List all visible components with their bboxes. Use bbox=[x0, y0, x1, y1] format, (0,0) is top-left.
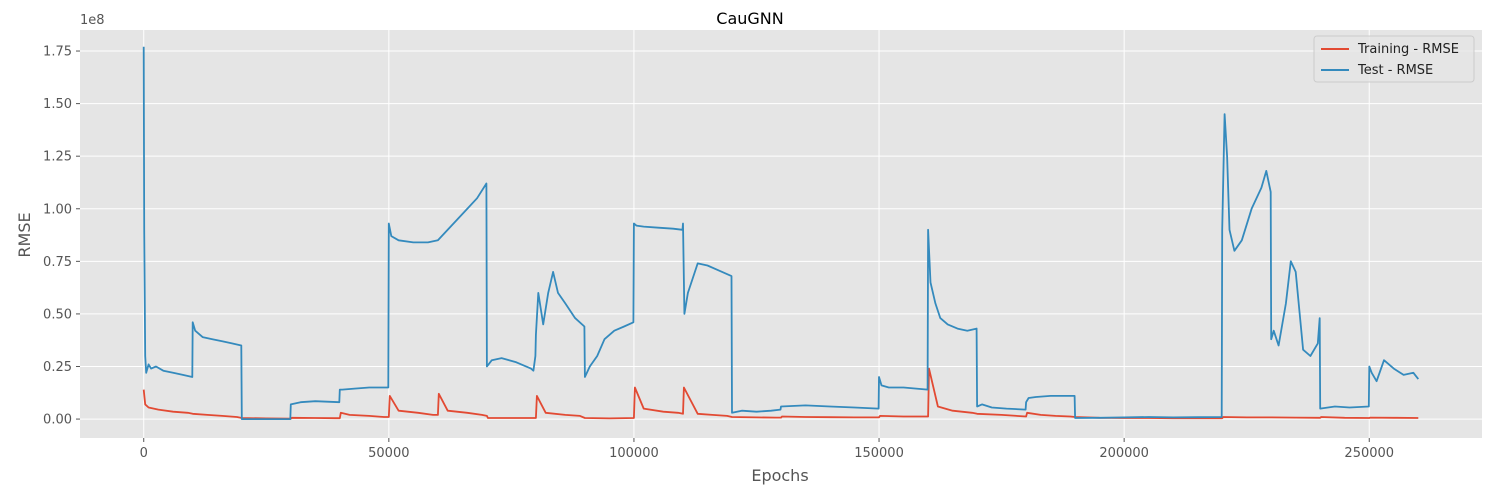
y-axis-label: RMSE bbox=[15, 212, 34, 257]
y-tick-label: 0.50 bbox=[43, 307, 72, 322]
x-tick-label: 0 bbox=[140, 446, 148, 461]
y-tick-label: 1.50 bbox=[43, 97, 72, 112]
y-tick-label: 0.75 bbox=[43, 255, 72, 270]
y-scale-label: 1e8 bbox=[80, 13, 105, 28]
legend-label-test: Test - RMSE bbox=[1357, 63, 1433, 78]
y-tick-label: 0.25 bbox=[43, 360, 72, 375]
x-tick-label: 200000 bbox=[1099, 446, 1149, 461]
legend-box bbox=[1313, 35, 1475, 83]
x-tick-label: 150000 bbox=[854, 446, 904, 461]
series-lines bbox=[142, 46, 1420, 421]
gridlines bbox=[80, 30, 1482, 438]
x-axis-label: Epochs bbox=[751, 466, 808, 485]
x-tick-labels: 0 50000 100000 150000 200000 250000 bbox=[140, 438, 1394, 461]
x-tick-label: 100000 bbox=[609, 446, 659, 461]
y-tick-label: 1.25 bbox=[43, 150, 72, 165]
series-line-test bbox=[142, 46, 1420, 421]
y-tick-label: 1.00 bbox=[43, 202, 72, 217]
legend: Training - RMSE Test - RMSE bbox=[1313, 35, 1475, 83]
y-tick-label: 1.75 bbox=[43, 45, 72, 60]
chart-title: CauGNN bbox=[716, 9, 783, 28]
y-tick-label: 0.00 bbox=[43, 413, 72, 428]
x-tick-label: 50000 bbox=[368, 446, 409, 461]
plot-background bbox=[80, 30, 1482, 438]
x-tick-label: 250000 bbox=[1344, 446, 1394, 461]
y-tick-labels: 0.00 0.25 0.50 0.75 1.00 1.25 1.50 1.75 bbox=[43, 45, 80, 428]
legend-label-training: Training - RMSE bbox=[1357, 42, 1459, 57]
